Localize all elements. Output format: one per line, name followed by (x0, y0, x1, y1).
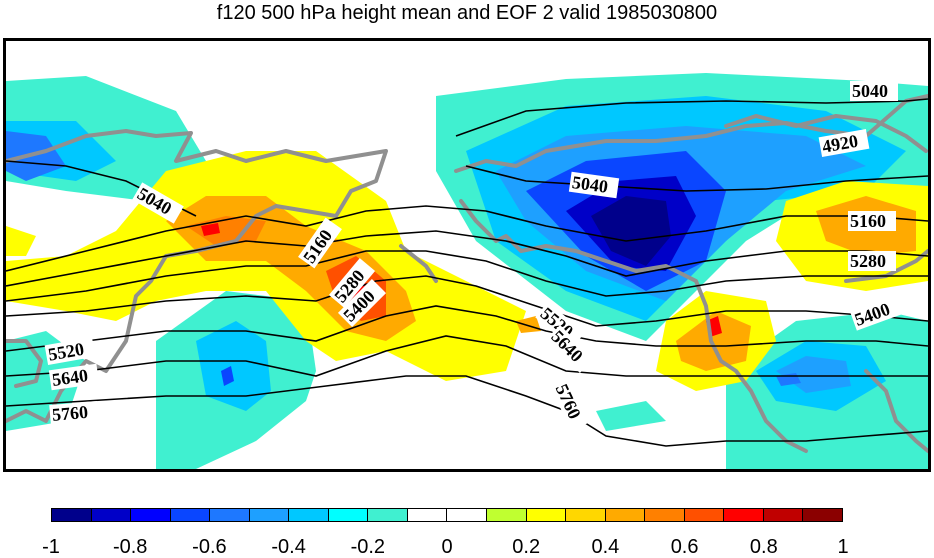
contour-5520 (6, 305, 928, 352)
shade-negative-mid-nw (6, 131, 66, 181)
colorbar-segment (447, 509, 488, 521)
colorbar-segment (170, 509, 211, 521)
map-title: f120 500 hPa height mean and EOF 2 valid… (216, 2, 718, 24)
colorbar-segment (684, 509, 725, 521)
colorbar-segment (91, 509, 132, 521)
colorbar-segment (566, 509, 606, 521)
colorbar-tick-label: 1 (837, 536, 849, 558)
colorbar-segment (328, 509, 369, 521)
colorbar-tick-label: -0.2 (350, 536, 386, 558)
contour-5160-b (6, 230, 928, 287)
contour-5280 (6, 250, 928, 302)
coastline-asia (6, 129, 388, 423)
colorbar-tick-label: -0.4 (271, 536, 306, 558)
colorbar-segment (803, 509, 842, 521)
colorbar-tick-label: 0.8 (749, 536, 778, 558)
colorbar-tick-label: 0.2 (512, 536, 541, 558)
colorbar-segment (131, 509, 171, 521)
contour-label: 5040 (571, 172, 609, 197)
contour-label: 5040 (852, 81, 888, 101)
contour-4920 (455, 98, 928, 137)
colorbar-segment (763, 509, 804, 521)
shade-negative-weak-sc (596, 401, 666, 431)
contour-5400 (6, 275, 928, 327)
colorbar-segment (368, 509, 408, 521)
colorbar-tick-label: -0.8 (112, 536, 148, 558)
contour-label: 5760 (51, 402, 89, 425)
shade-positive-weak-nw (6, 226, 36, 256)
coastline-kamchatka (399, 244, 438, 283)
colorbar-tick-label: -1 (42, 536, 60, 558)
shade-positive-core-west (201, 223, 220, 236)
shade-positive-mod-east (676, 311, 751, 371)
shade-positive-mod-mid (516, 316, 541, 333)
colorbar-ticks: -1 -0.8 -0.6 -0.4 -0.2 0 0.2 0.4 0.6 0.8 1 (0, 532, 934, 558)
colorbar (51, 508, 843, 522)
contour-label: 5760 (552, 381, 585, 422)
colorbar-segment (52, 509, 92, 521)
colorbar-segment (526, 509, 567, 521)
contour-label: 5640 (51, 365, 89, 390)
map-panel: 5040 4920 5040 5040 5160 5160 5280 5280 … (3, 38, 931, 472)
contour-5640 (6, 335, 928, 377)
contour-label: 5160 (850, 211, 886, 231)
contour-5160-a (6, 205, 928, 272)
shade-negative-core-ne (591, 196, 671, 266)
coastline-west-islands (6, 339, 43, 388)
colorbar-segment (487, 509, 527, 521)
height-contours (6, 98, 928, 447)
colorbar-tick-label: 0 (441, 536, 453, 558)
coastline-alaska (459, 199, 808, 453)
coastline-canada-islands (724, 114, 928, 153)
colorbar-tick-label: -0.6 (192, 536, 227, 558)
contour-5760 (6, 375, 928, 447)
colorbar-segment (605, 509, 646, 521)
shade-negative-mod-sw (196, 321, 271, 411)
colorbar-segment (289, 509, 329, 521)
eof-shading (6, 73, 928, 469)
shade-negative-dot-sw (221, 366, 234, 386)
contour-label: 5280 (850, 251, 886, 271)
colorbar-tick-label: 0.6 (670, 536, 699, 558)
coastline-east (864, 369, 928, 453)
colorbar-segment (724, 509, 764, 521)
contour-5040-east (465, 165, 928, 192)
colorbar-segment (645, 509, 685, 521)
colorbar-segment (210, 509, 250, 521)
colorbar-tick-label: 0.4 (591, 536, 620, 558)
colorbar-segment (407, 509, 448, 521)
colorbar-segment (249, 509, 290, 521)
map-plot: 5040 4920 5040 5040 5160 5160 5280 5280 … (6, 73, 928, 469)
